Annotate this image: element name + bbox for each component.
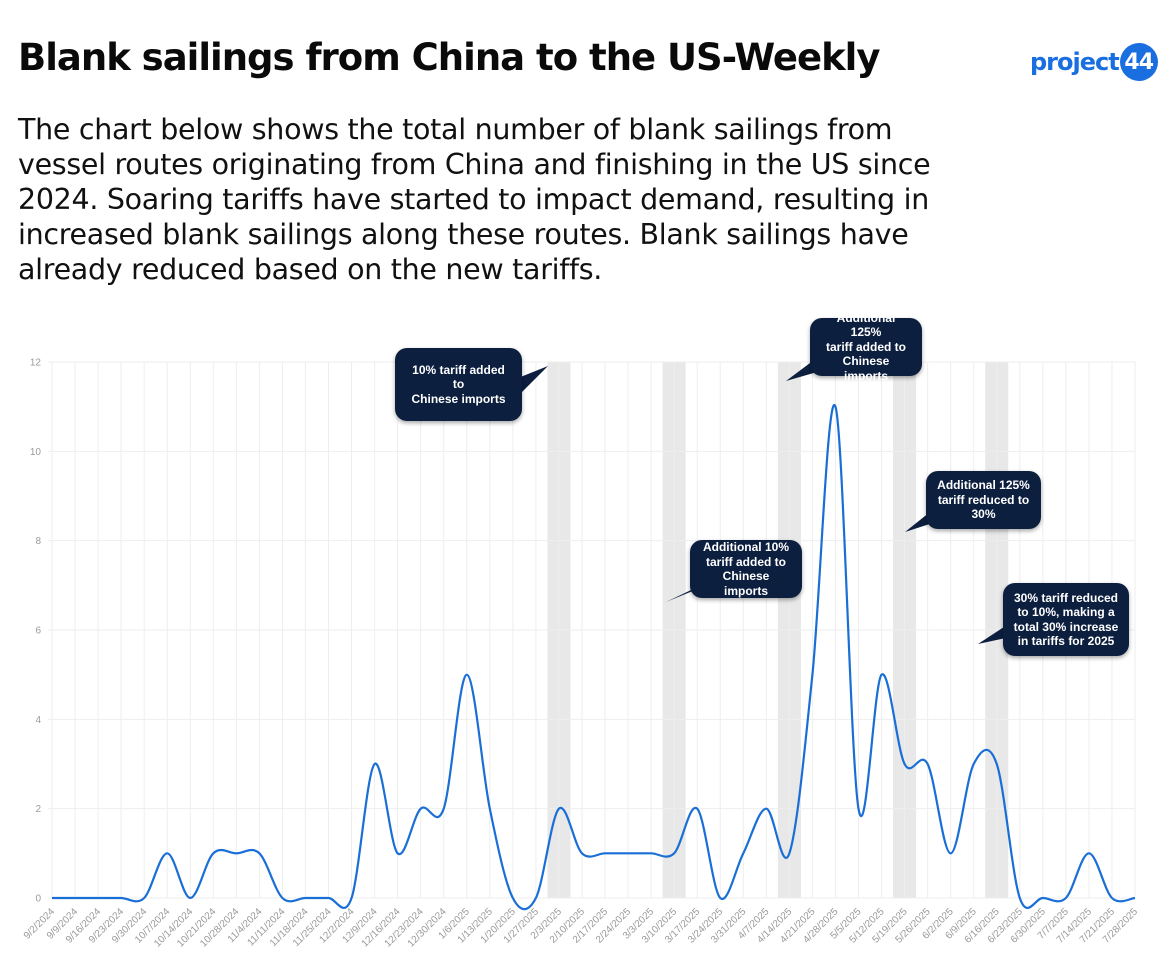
callout-pointer: [518, 366, 548, 392]
chart-title: Blank sailings from China to the US-Week…: [18, 36, 880, 79]
project44-logo: project 44: [1030, 42, 1158, 82]
y-tick-label: 12: [30, 358, 42, 369]
chart-description: The chart below shows the total number o…: [18, 113, 931, 286]
tariff-callout: 10% tariff added to Chinese imports: [395, 348, 522, 421]
y-tick-label: 6: [35, 626, 41, 637]
y-tick-label: 10: [30, 447, 42, 458]
logo-badge: 44: [1119, 43, 1158, 81]
logo-wordmark: project: [1030, 48, 1120, 76]
tariff-callout: 30% tariff reduced to 10%, making a tota…: [1003, 583, 1129, 656]
tariff-callout: Additional 125% tariff reduced to 30%: [926, 471, 1041, 529]
y-axis-ticks: 0 2 4 6 8 10 12: [30, 358, 42, 905]
blank-sailings-line-chart: 0 2 4 6 8 10 12 9/2/20249/9/20249/16/20249/23/…: [22, 358, 1141, 950]
y-tick-label: 0: [35, 894, 41, 905]
y-tick-label: 2: [35, 804, 41, 815]
chart-grid: [48, 361, 1136, 899]
y-tick-label: 4: [35, 715, 41, 726]
x-axis-ticks: 9/2/20249/9/20249/16/20249/23/20249/30/2…: [22, 906, 1141, 949]
y-tick-label: 8: [35, 536, 41, 547]
tariff-callout: Additional 10% tariff added to Chinese i…: [690, 540, 802, 598]
tariff-callout: Additional 125% tariff added to Chinese …: [810, 311, 922, 383]
series-line: [52, 403, 1136, 911]
